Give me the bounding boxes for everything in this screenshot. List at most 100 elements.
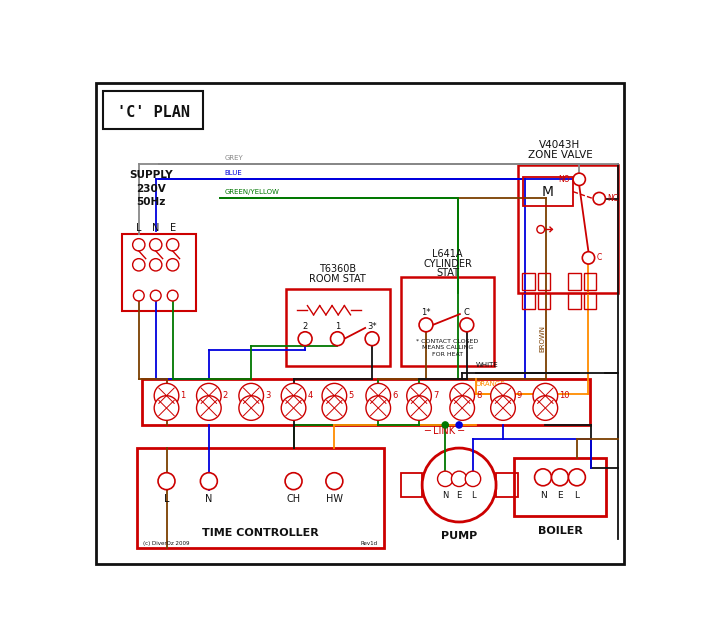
Text: 10: 10	[559, 391, 570, 400]
Circle shape	[158, 472, 175, 490]
Bar	[402, 277, 494, 365]
Text: M: M	[542, 185, 554, 199]
Text: WHITE: WHITE	[476, 362, 499, 368]
Circle shape	[150, 238, 162, 251]
Circle shape	[150, 290, 161, 301]
Bar	[496, 472, 517, 497]
Text: N: N	[442, 491, 449, 500]
Bar	[518, 165, 618, 292]
Bar	[584, 292, 596, 310]
Circle shape	[460, 318, 474, 332]
Circle shape	[331, 332, 345, 345]
Circle shape	[422, 448, 496, 522]
Text: V4043H: V4043H	[539, 140, 581, 150]
Text: * CONTACT CLOSED
MEANS CALLING
FOR HEAT: * CONTACT CLOSED MEANS CALLING FOR HEAT	[416, 339, 479, 356]
Circle shape	[322, 383, 347, 408]
Text: TIME CONTROLLER: TIME CONTROLLER	[202, 528, 319, 538]
Circle shape	[282, 395, 306, 420]
Text: L: L	[164, 494, 169, 504]
Circle shape	[569, 469, 585, 486]
Circle shape	[282, 383, 306, 408]
Text: E: E	[456, 491, 462, 500]
Text: 7: 7	[433, 391, 438, 400]
Bar	[138, 448, 384, 548]
Bar	[538, 273, 550, 290]
Circle shape	[537, 226, 545, 233]
Text: 8: 8	[476, 391, 482, 400]
Circle shape	[366, 383, 390, 408]
Text: HW: HW	[326, 494, 343, 504]
Text: 4: 4	[307, 391, 312, 400]
Text: GREEN/YELLOW: GREEN/YELLOW	[224, 188, 279, 195]
Circle shape	[167, 290, 178, 301]
Bar	[522, 273, 534, 290]
Text: (c) DiverOz 2009: (c) DiverOz 2009	[143, 541, 190, 546]
Bar	[569, 273, 581, 290]
Circle shape	[133, 290, 144, 301]
Circle shape	[450, 395, 475, 420]
Circle shape	[133, 258, 145, 271]
Text: 9: 9	[517, 391, 522, 400]
Circle shape	[442, 422, 449, 428]
Text: C: C	[464, 308, 470, 317]
Bar	[523, 177, 573, 206]
Circle shape	[573, 173, 585, 185]
Circle shape	[465, 471, 481, 487]
Circle shape	[533, 395, 557, 420]
Circle shape	[552, 469, 569, 486]
Bar	[142, 379, 590, 425]
Bar	[401, 472, 422, 497]
Bar	[122, 234, 196, 311]
Circle shape	[326, 472, 343, 490]
Text: Rev1d: Rev1d	[360, 541, 378, 546]
Bar	[103, 91, 204, 129]
Text: 2: 2	[303, 322, 307, 331]
Circle shape	[406, 395, 432, 420]
Text: N: N	[205, 494, 213, 504]
Circle shape	[133, 238, 145, 251]
Circle shape	[582, 252, 595, 264]
Circle shape	[456, 422, 462, 428]
Text: 6: 6	[392, 391, 397, 400]
Text: 1: 1	[180, 391, 185, 400]
Text: BLUE: BLUE	[224, 171, 242, 176]
Text: 1*: 1*	[421, 308, 431, 317]
Bar	[522, 292, 534, 310]
Circle shape	[239, 395, 263, 420]
Text: ─ LINK ─: ─ LINK ─	[423, 426, 464, 436]
Circle shape	[365, 332, 379, 345]
Text: 'C' PLAN: 'C' PLAN	[117, 105, 190, 120]
Circle shape	[150, 258, 162, 271]
Circle shape	[285, 472, 302, 490]
Text: T6360B: T6360B	[319, 265, 357, 274]
Text: ZONE VALVE: ZONE VALVE	[528, 150, 592, 160]
Circle shape	[154, 395, 179, 420]
Bar	[569, 292, 581, 310]
Circle shape	[491, 395, 515, 420]
Circle shape	[166, 238, 179, 251]
Text: GREY: GREY	[224, 155, 243, 161]
Circle shape	[437, 471, 453, 487]
Text: CH: CH	[286, 494, 300, 504]
Circle shape	[451, 471, 467, 487]
Circle shape	[450, 383, 475, 408]
Text: 3: 3	[265, 391, 270, 400]
Circle shape	[593, 192, 605, 204]
Text: L: L	[470, 491, 475, 500]
Circle shape	[533, 383, 557, 408]
Text: N: N	[152, 223, 159, 233]
Circle shape	[197, 383, 221, 408]
Text: ROOM STAT: ROOM STAT	[310, 274, 366, 285]
Bar	[514, 458, 606, 516]
Text: 1: 1	[335, 322, 340, 331]
Circle shape	[534, 469, 552, 486]
Text: BROWN: BROWN	[539, 325, 545, 352]
Text: 5: 5	[348, 391, 354, 400]
Circle shape	[298, 332, 312, 345]
Text: PUMP: PUMP	[441, 531, 477, 541]
Text: SUPPLY
230V
50Hz: SUPPLY 230V 50Hz	[129, 171, 173, 207]
Text: 2: 2	[223, 391, 228, 400]
Circle shape	[322, 395, 347, 420]
Bar	[584, 273, 596, 290]
Circle shape	[200, 472, 218, 490]
